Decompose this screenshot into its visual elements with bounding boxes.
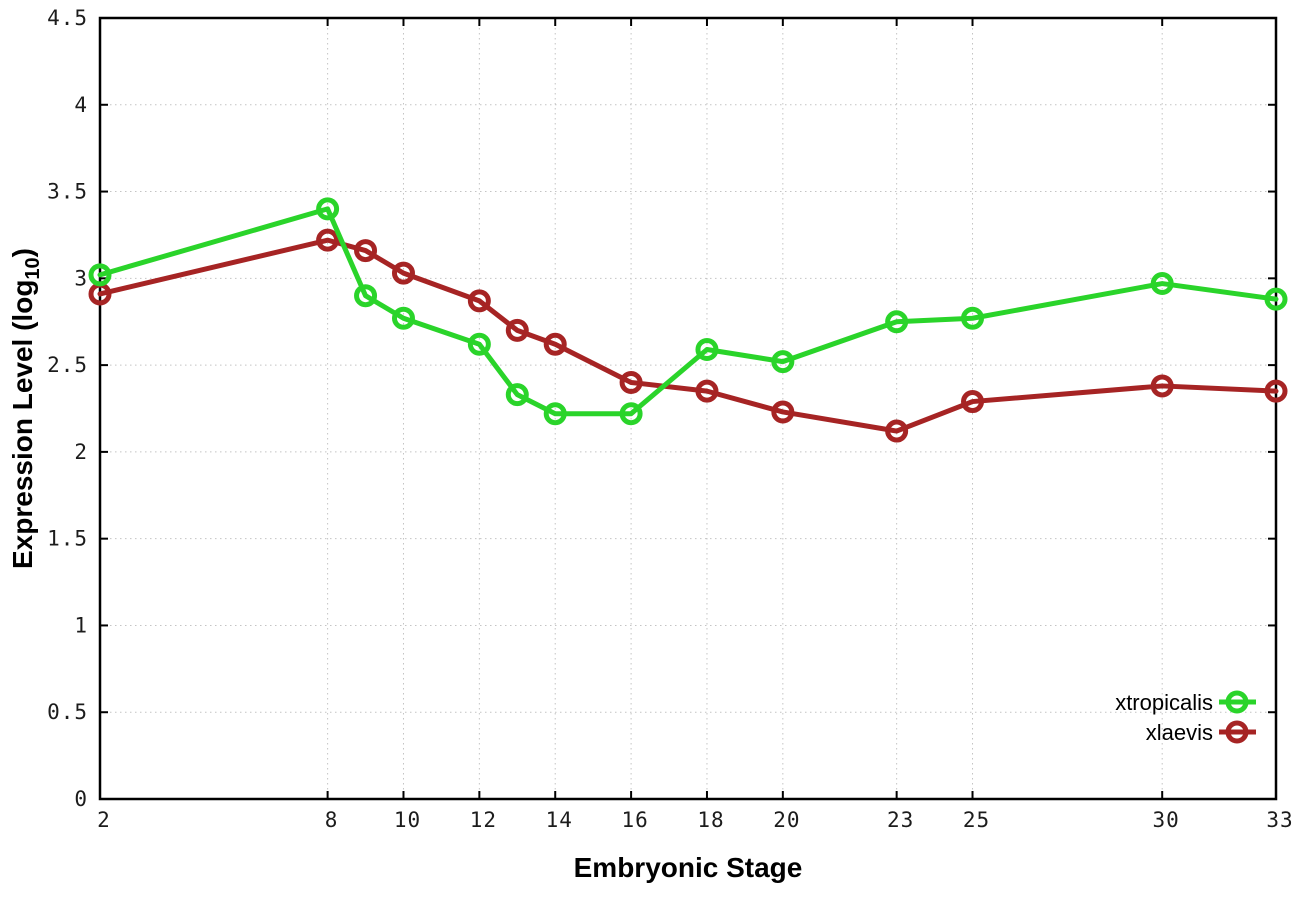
data-point-marker xyxy=(771,350,795,374)
data-point-marker xyxy=(391,306,415,330)
data-point-marker xyxy=(771,400,795,424)
grid xyxy=(100,18,1276,799)
axis-ticks xyxy=(99,17,1277,800)
data-point-marker xyxy=(391,261,415,285)
data-point-marker xyxy=(543,332,567,356)
data-point-marker xyxy=(1264,287,1288,311)
legend-marker xyxy=(1225,720,1249,744)
data-point-marker xyxy=(619,370,643,394)
x-tick-label: 18 xyxy=(697,808,724,832)
y-tick-label: 1 xyxy=(74,613,88,637)
data-point-marker xyxy=(354,239,378,263)
data-point-marker xyxy=(695,379,719,403)
data-point-marker xyxy=(1264,379,1288,403)
y-tick-label: 4 xyxy=(74,93,88,117)
data-point-marker xyxy=(316,228,340,252)
x-tick-label: 8 xyxy=(325,808,339,832)
data-point-marker xyxy=(619,402,643,426)
x-tick-label: 14 xyxy=(546,808,573,832)
y-axis-title: Expression Level (log10) xyxy=(7,248,44,569)
legend-label-xtropicalis: xtropicalis xyxy=(1115,690,1213,715)
data-point-marker xyxy=(316,197,340,221)
data-point-marker xyxy=(961,390,985,414)
data-point-marker xyxy=(885,310,909,334)
series-line-xlaevis xyxy=(97,237,1279,434)
x-tick-label: 30 xyxy=(1153,808,1180,832)
data-point-marker xyxy=(505,318,529,342)
series-xlaevis xyxy=(88,228,1288,443)
x-axis-title: Embryonic Stage xyxy=(574,852,803,883)
y-tick-label: 3 xyxy=(74,266,88,290)
data-point-marker xyxy=(961,306,985,330)
y-tick-label: 3.5 xyxy=(47,180,88,204)
x-tick-label: 20 xyxy=(773,808,800,832)
x-tick-label: 25 xyxy=(963,808,990,832)
y-tick-label: 1.5 xyxy=(47,527,88,551)
legend-label-xlaevis: xlaevis xyxy=(1146,720,1213,745)
y-tick-label: 0 xyxy=(74,787,88,811)
data-point-marker xyxy=(467,289,491,313)
data-point-marker xyxy=(885,419,909,443)
x-tick-label: 10 xyxy=(394,808,421,832)
x-tick-label: 2 xyxy=(97,808,111,832)
data-point-marker xyxy=(467,332,491,356)
series-line-xtropicalis xyxy=(97,206,1279,417)
x-tick-label: 16 xyxy=(621,808,648,832)
y-tick-label: 0.5 xyxy=(47,700,88,724)
plot-border xyxy=(98,16,1278,801)
y-tick-label: 2 xyxy=(74,440,88,464)
series-xtropicalis xyxy=(88,197,1288,426)
data-point-marker xyxy=(1150,272,1174,296)
legend: xtropicalis xlaevis xyxy=(1115,690,1256,745)
data-point-marker xyxy=(695,337,719,361)
data-point-marker xyxy=(543,402,567,426)
x-tick-label: 12 xyxy=(470,808,497,832)
data-point-marker xyxy=(1150,374,1174,398)
x-tick-label: 23 xyxy=(887,808,914,832)
y-tick-label: 4.5 xyxy=(47,6,88,30)
data-point-marker xyxy=(354,284,378,308)
data-point-marker xyxy=(88,263,112,287)
x-tick-label: 33 xyxy=(1266,808,1293,832)
data-point-marker xyxy=(505,383,529,407)
legend-marker xyxy=(1225,690,1249,714)
y-tick-label: 2.5 xyxy=(47,353,88,377)
